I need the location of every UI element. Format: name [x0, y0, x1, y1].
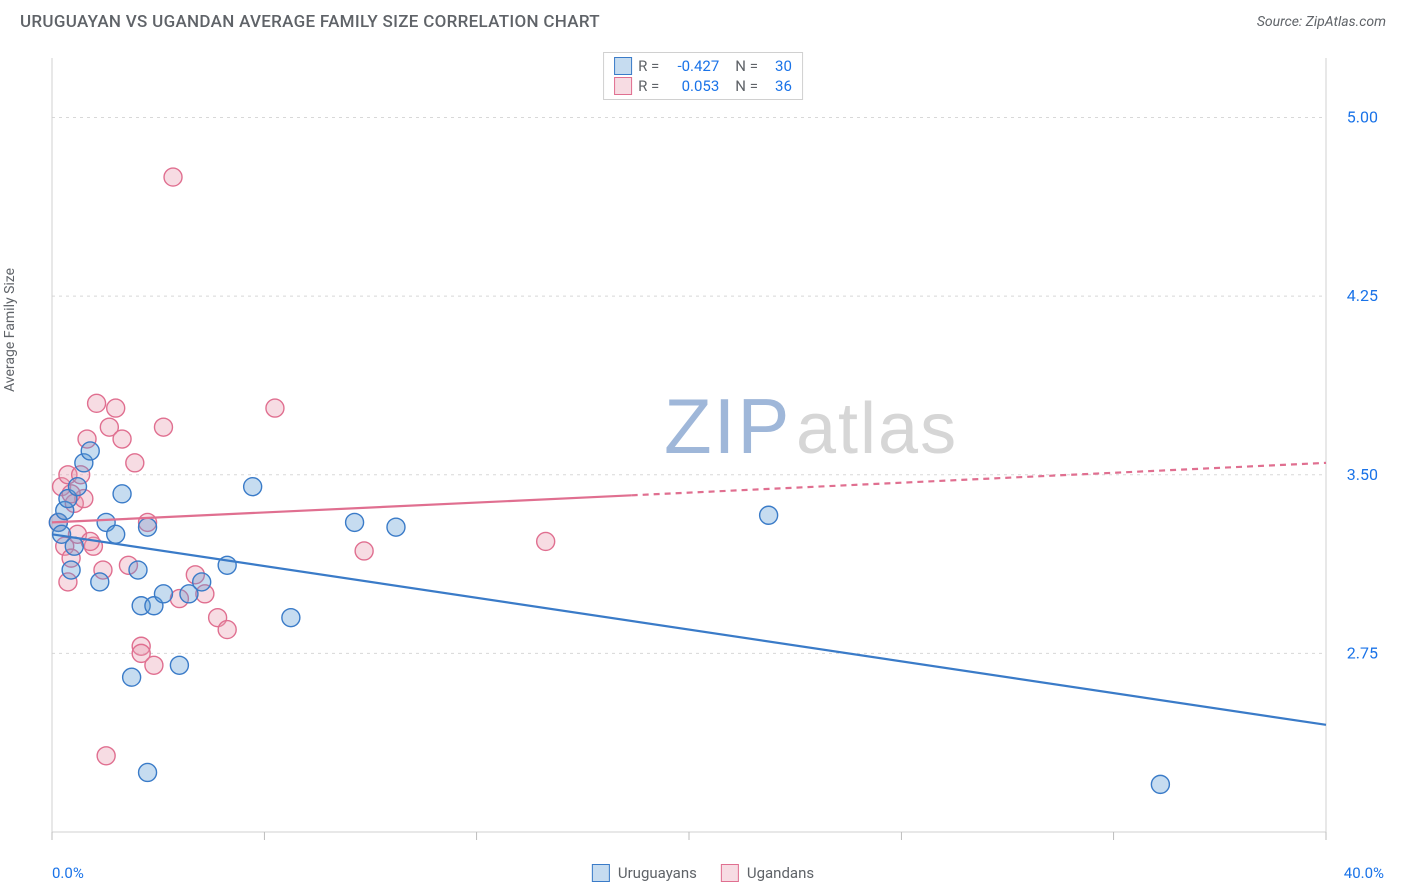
legend-label-uruguayans: Uruguayans — [618, 864, 697, 882]
source-value: ZipAtlas.com — [1306, 14, 1386, 30]
legend-row-ugandans: R = 0.053 N = 36 — [614, 77, 792, 95]
svg-text:4.25: 4.25 — [1347, 286, 1378, 305]
legend-swatch-ugandans — [721, 864, 739, 882]
r-label: R = — [638, 77, 659, 95]
r-value-uruguayans: -0.427 — [665, 57, 719, 75]
svg-text:3.50: 3.50 — [1347, 465, 1378, 484]
r-label: R = — [638, 57, 659, 75]
x-axis-min: 0.0% — [52, 864, 84, 882]
legend-item-uruguayans: Uruguayans — [592, 864, 697, 882]
r-value-ugandans: 0.053 — [665, 77, 719, 95]
n-value-ugandans: 36 — [764, 77, 792, 95]
correlation-legend: R = -0.427 N = 30 R = 0.053 N = 36 — [603, 52, 803, 100]
y-axis-label: Average Family Size — [2, 268, 18, 392]
source-label: Source: — [1257, 14, 1306, 30]
n-label: N = — [735, 57, 758, 75]
chart-area: 2.75 3.50 4.25 5.00 — [46, 52, 1386, 852]
n-label: N = — [735, 77, 758, 95]
x-axis-max: 40.0% — [1344, 864, 1384, 882]
source-attribution: Source: ZipAtlas.com — [1257, 14, 1386, 30]
header: URUGUAYAN VS UGANDAN AVERAGE FAMILY SIZE… — [0, 0, 1406, 40]
svg-text:2.75: 2.75 — [1347, 643, 1378, 662]
series-legend: Uruguayans Ugandans — [592, 864, 814, 882]
legend-row-uruguayans: R = -0.427 N = 30 — [614, 57, 792, 75]
legend-swatch-uruguayans — [614, 57, 632, 75]
legend-swatch-ugandans — [614, 77, 632, 95]
legend-item-ugandans: Ugandans — [721, 864, 814, 882]
scatter-plot: 2.75 3.50 4.25 5.00 — [46, 52, 1386, 852]
svg-text:5.00: 5.00 — [1347, 108, 1378, 127]
n-value-uruguayans: 30 — [764, 57, 792, 75]
legend-swatch-uruguayans — [592, 864, 610, 882]
chart-title: URUGUAYAN VS UGANDAN AVERAGE FAMILY SIZE… — [20, 12, 600, 32]
legend-label-ugandans: Ugandans — [747, 864, 814, 882]
